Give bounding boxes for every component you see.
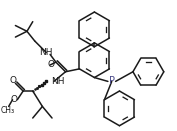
Text: CH₃: CH₃ [1,106,15,115]
Text: O: O [10,76,17,85]
Text: NH: NH [51,77,65,86]
Text: NH: NH [39,48,53,57]
Text: O: O [48,60,55,69]
Text: O: O [11,95,18,104]
Text: P: P [109,76,115,86]
